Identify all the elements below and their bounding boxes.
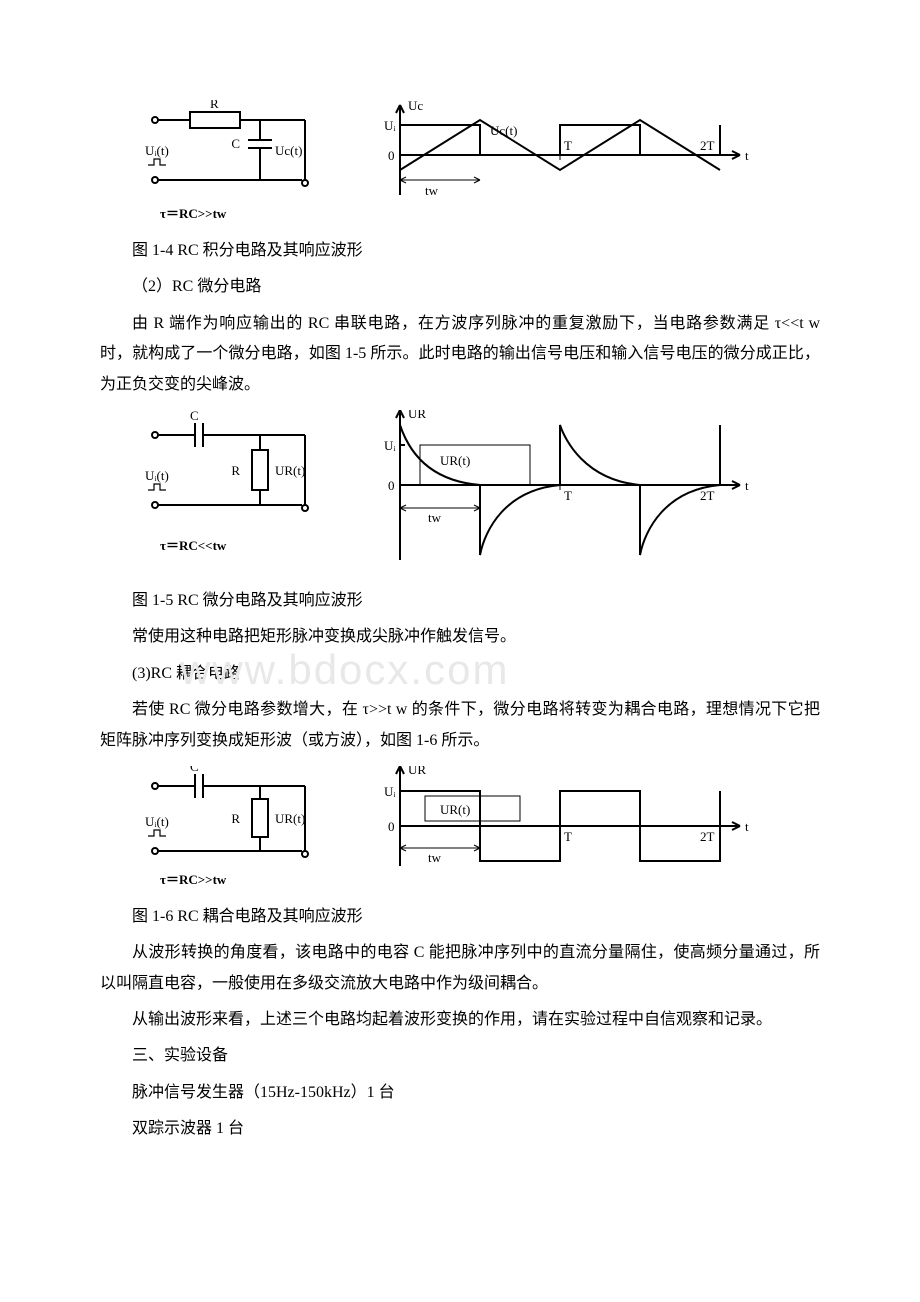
y-axis-label: UR — [408, 766, 426, 777]
r-label: R — [231, 811, 240, 826]
ur-wave-label: UR(t) — [440, 453, 470, 468]
y-axis-label: UR — [408, 410, 426, 421]
zero-label: 0 — [388, 478, 395, 493]
ur-wave-label: UR(t) — [440, 802, 470, 817]
tau-label: τ＝RC>>tw — [160, 872, 227, 887]
zero-label: 0 — [388, 819, 395, 834]
ui-wave-label: Uᵢ — [384, 118, 396, 133]
figure-1-5: C R UR(t) Uᵢ(t) τ＝RC<<tw — [140, 410, 820, 580]
paragraph-coupling-2: 从输出波形来看，上述三个电路均起着波形变换的作用，请在实验过程中自信观察和记录。 — [100, 1005, 820, 1035]
ur-label: UR(t) — [275, 811, 305, 826]
fig1-6-caption: 图 1-6 RC 耦合电路及其响应波形 — [100, 902, 820, 932]
section-2-body: 由 R 端作为响应输出的 RC 串联电路，在方波序列脉冲的重复激励下，当电路参数… — [100, 309, 820, 400]
section-3-title: (3)RC 耦合电路 — [100, 659, 820, 689]
zero-label: 0 — [388, 148, 395, 163]
y-axis-label: Uc — [408, 100, 423, 113]
tw-label: tw — [425, 183, 439, 198]
t-axis-label: t — [745, 148, 749, 163]
fig1-5-caption: 图 1-5 RC 微分电路及其响应波形 — [100, 586, 820, 616]
tau-label: τ＝RC<<tw — [160, 538, 227, 553]
section-2-after: 常使用这种电路把矩形脉冲变换成尖脉冲作触发信号。 — [100, 622, 820, 652]
equipment-title: 三、实验设备 — [100, 1041, 820, 1071]
r-label: R — [231, 463, 240, 478]
2T-label: 2T — [700, 488, 715, 503]
paragraph-coupling-1: 从波形转换的角度看，该电路中的电容 C 能把脉冲序列中的直流分量隔住，使高频分量… — [100, 938, 820, 999]
T-label: T — [564, 488, 572, 503]
ui-wave-label: Uᵢ — [384, 438, 396, 453]
figure-1-4: R C Uc(t) Uᵢ(t) τ＝RC>>tw — [140, 100, 820, 230]
ur-label: UR(t) — [275, 463, 305, 478]
uc-wave-label: Uc(t) — [490, 123, 517, 138]
2T-label: 2T — [700, 829, 715, 844]
T-label: T — [564, 138, 572, 153]
2T-label: 2T — [700, 138, 715, 153]
fig1-4-caption: 图 1-4 RC 积分电路及其响应波形 — [100, 236, 820, 266]
section-2-title: （2）RC 微分电路 — [100, 272, 820, 302]
equipment-item-2: 双踪示波器 1 台 — [100, 1114, 820, 1144]
ui-label: Uᵢ(t) — [145, 143, 169, 158]
c-label: C — [190, 766, 199, 774]
c-label: C — [231, 136, 240, 151]
T-label: T — [564, 829, 572, 844]
tw-label: tw — [428, 510, 442, 525]
equipment-item-1: 脉冲信号发生器（15Hz-150kHz）1 台 — [100, 1078, 820, 1108]
ui-label: Uᵢ(t) — [145, 468, 169, 483]
c-label: C — [190, 410, 199, 423]
ui-wave-label: Uᵢ — [384, 784, 396, 799]
t-axis-label: t — [745, 819, 749, 834]
ui-label: Uᵢ(t) — [145, 814, 169, 829]
t-axis-label: t — [745, 478, 749, 493]
tw-label: tw — [428, 850, 442, 865]
r-label: R — [210, 100, 219, 111]
uc-label: Uc(t) — [275, 143, 302, 158]
tau-label: τ＝RC>>tw — [160, 206, 227, 221]
figure-1-6: C R UR(t) Uᵢ(t) τ＝RC>>tw UR — [140, 766, 820, 896]
section-3-body: 若使 RC 微分电路参数增大，在 τ>>t w 的条件下，微分电路将转变为耦合电… — [100, 695, 820, 756]
